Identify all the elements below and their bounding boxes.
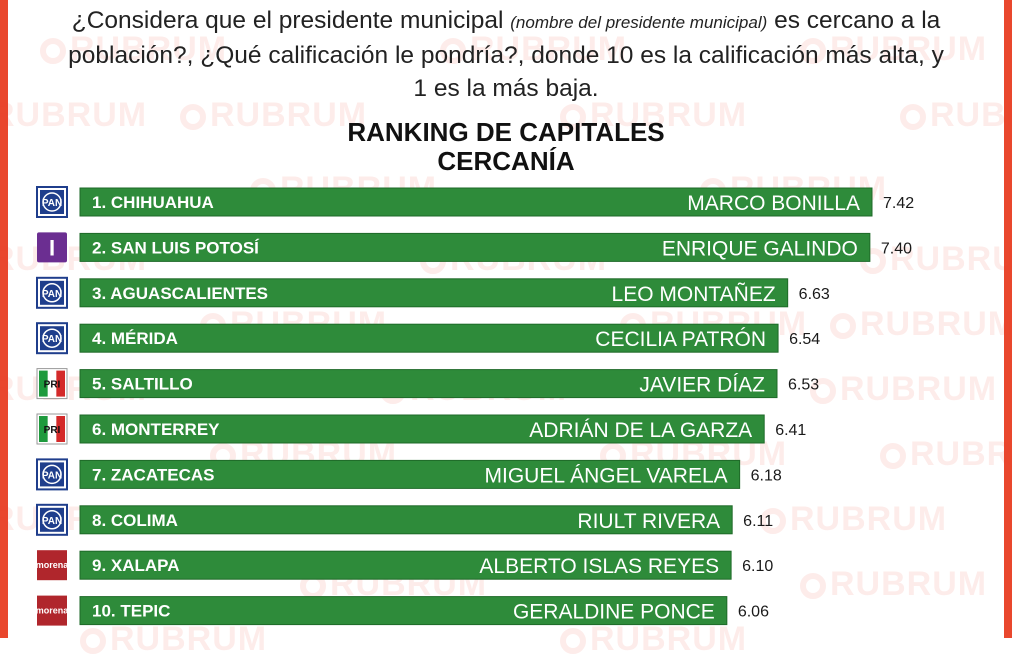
bar-row: PAN 3. AGUASCALIENTES LEO MONTAÑEZ 6.63 [36, 276, 830, 309]
bar-row: PAN 1. CHIHUAHUA MARCO BONILLA 7.42 [36, 186, 914, 218]
independent-logo-icon: I [37, 232, 67, 263]
bar-row: PRI 6. MONTERREY ADRIÁN DE LA GARZA 6.41 [36, 413, 806, 445]
bar [79, 232, 871, 262]
city-label: 8. COLIMA [92, 511, 178, 530]
mayor-name-label: ENRIQUE GALINDO [662, 237, 858, 260]
svg-text:morena: morena [36, 560, 70, 570]
question-text-start: ¿Considera que el presidente municipal [71, 7, 504, 34]
bar-row: morena 10. TEPIC GERALDINE PONCE 6.06 [36, 595, 769, 626]
city-label: 2. SAN LUIS POTOSÍ [92, 238, 260, 257]
bar-row: PAN 7. ZACATECAS MIGUEL ÁNGEL VARELA 6.18 [36, 458, 782, 491]
mayor-name-label: CECILIA PATRÓN [595, 328, 766, 351]
city-label: 7. ZACATECAS [92, 465, 214, 484]
right-accent-stripe [1004, 0, 1012, 638]
value-label: 7.42 [883, 195, 914, 212]
value-label: 6.63 [799, 286, 830, 303]
svg-text:morena: morena [36, 606, 70, 616]
left-accent-stripe [0, 0, 8, 638]
city-label: 9. XALAPA [92, 556, 180, 575]
ranking-bar-chart: PAN 1. CHIHUAHUA MARCO BONILLA 7.42 I 2. SAN … [36, 186, 914, 626]
mayor-name-label: MIGUEL ÁNGEL VARELA [485, 464, 728, 487]
pan-logo-icon: PAN [36, 186, 68, 218]
svg-text:PAN: PAN [42, 334, 62, 345]
pan-logo-icon: PAN [36, 276, 68, 309]
value-label: 6.11 [743, 513, 773, 530]
survey-question: ¿Considera que el presidente municipal (… [60, 4, 952, 105]
question-parenthetical: (nombre del presidente municipal) [510, 13, 768, 32]
mayor-name-label: MARCO BONILLA [687, 192, 860, 215]
bar [79, 187, 873, 217]
city-label: 5. SALTILLO [92, 375, 193, 394]
question-text-end: es cercano a la población?, ¿Qué calific… [68, 7, 944, 102]
value-label: 6.54 [789, 331, 820, 348]
bar [79, 505, 733, 535]
pan-logo-icon: PAN [36, 322, 68, 355]
chart-title: RANKING DE CAPITALES [347, 117, 665, 147]
bar [79, 278, 789, 308]
city-label: 6. MONTERREY [92, 420, 220, 439]
value-label: 6.18 [751, 467, 782, 484]
bar [79, 550, 732, 580]
city-label: 3. AGUASCALIENTES [92, 284, 268, 303]
value-label: 6.53 [788, 377, 819, 394]
pan-logo-icon: PAN [36, 458, 68, 491]
svg-text:PAN: PAN [42, 516, 62, 527]
pan-logo-icon: PAN [36, 503, 68, 536]
morena-logo-icon: morena [36, 550, 70, 581]
bar [79, 323, 779, 353]
pri-logo-icon: PRI [36, 413, 68, 445]
mayor-name-label: JAVIER DÍAZ [639, 374, 765, 397]
city-label: 4. MÉRIDA [92, 329, 178, 348]
bar-row: PAN 4. MÉRIDA CECILIA PATRÓN 6.54 [36, 322, 820, 355]
value-label: 7.40 [881, 240, 912, 257]
chart-subtitle: CERCANÍA [437, 146, 575, 176]
bar [79, 459, 741, 489]
bar [79, 596, 728, 626]
bar-row: PAN 8. COLIMA RIULT RIVERA 6.11 [36, 503, 773, 536]
mayor-name-label: RIULT RIVERA [577, 510, 720, 533]
bar [79, 369, 778, 399]
morena-logo-icon: morena [36, 595, 70, 626]
mayor-name-label: ALBERTO ISLAS REYES [479, 555, 719, 578]
mayor-name-label: LEO MONTAÑEZ [612, 282, 776, 306]
bar-row: I 2. SAN LUIS POTOSÍ ENRIQUE GALINDO 7.40 [37, 232, 912, 263]
svg-text:PAN: PAN [42, 198, 62, 209]
value-label: 6.10 [742, 558, 773, 575]
svg-text:I: I [49, 235, 55, 260]
chart-header: RANKING DE CAPITALES CERCANÍA [0, 118, 1012, 176]
mayor-name-label: GERALDINE PONCE [513, 601, 715, 624]
bar-row: PRI 5. SALTILLO JAVIER DÍAZ 6.53 [36, 368, 819, 400]
svg-text:PRI: PRI [44, 380, 61, 391]
bar-row: morena 9. XALAPA ALBERTO ISLAS REYES 6.10 [36, 550, 773, 581]
mayor-name-label: ADRIÁN DE LA GARZA [529, 419, 752, 442]
svg-text:PRI: PRI [44, 425, 61, 436]
bar [79, 414, 765, 444]
pri-logo-icon: PRI [36, 368, 68, 400]
svg-text:PAN: PAN [42, 470, 62, 481]
value-label: 6.41 [775, 422, 806, 439]
value-label: 6.06 [738, 604, 769, 621]
svg-text:PAN: PAN [42, 289, 62, 300]
city-label: 10. TEPIC [92, 602, 170, 621]
city-label: 1. CHIHUAHUA [92, 193, 214, 212]
